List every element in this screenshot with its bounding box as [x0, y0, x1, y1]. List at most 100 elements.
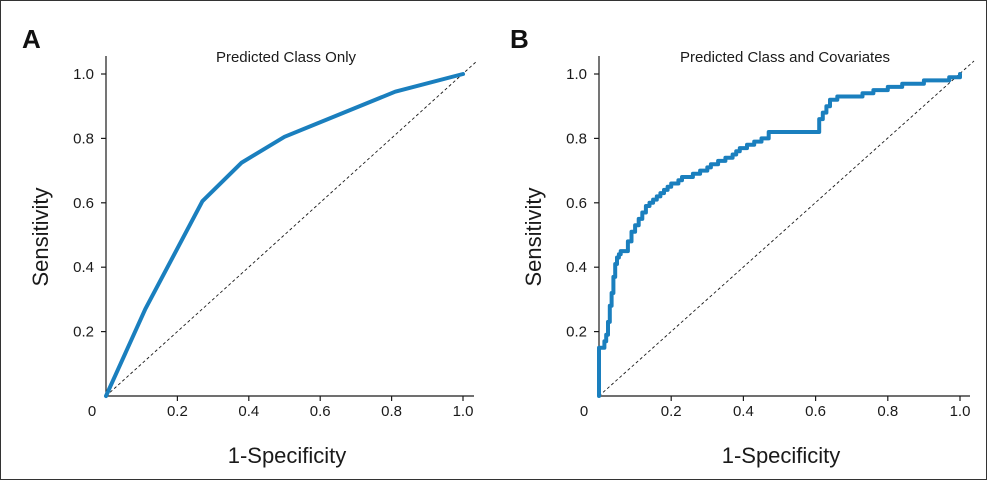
panel-a-reference-diagonal — [105, 60, 478, 397]
panel-b-roc-point-0 — [598, 395, 600, 397]
panel-b-roc-point-8 — [614, 263, 616, 265]
panel-a-roc-point-3 — [240, 161, 242, 163]
panel-a-y-tick-label-1: 0.4 — [73, 259, 94, 276]
panel-b-roc-point-31 — [706, 166, 708, 168]
panel-a-origin-label: 0 — [88, 403, 96, 420]
panel-b-x-tick-label-3: 0.8 — [877, 403, 898, 420]
panel-b-roc-point-12 — [623, 250, 625, 252]
panel-a-roc-point-5 — [394, 91, 396, 93]
panel-b-roc-point-48 — [847, 95, 849, 97]
panel-b-roc-point-42 — [814, 131, 816, 133]
panel-b-y-tick-label-0: 0.2 — [566, 324, 587, 341]
panel-b-roc-point-21 — [656, 195, 658, 197]
panel-a: A Predicted Class Only Sensitivity 1-Spe… — [22, 24, 478, 468]
panel-b-roc-point-26 — [674, 182, 676, 184]
panel-b-roc-point-18 — [645, 205, 647, 207]
panel-b-origin-label: 0 — [580, 403, 588, 420]
panel-b-roc-point-32 — [710, 163, 712, 165]
panel-b-roc-point-9 — [616, 256, 618, 258]
panel-b-roc-point-45 — [825, 105, 827, 107]
panel-a-roc-point-2 — [201, 200, 203, 202]
panel-a-letter: A — [22, 24, 41, 54]
panel-b-title: Predicted Class and Covariates — [680, 49, 890, 66]
panel-a-roc-point-0 — [105, 395, 107, 397]
panel-b-roc-point-14 — [630, 231, 632, 233]
panel-b-roc-point-5 — [609, 305, 611, 307]
panel-a-x-axis-label: 1-Specificity — [228, 443, 347, 468]
panel-b-roc-point-47 — [836, 95, 838, 97]
panel-a-y-tick-label-2: 0.6 — [73, 195, 94, 212]
panel-b-roc-point-50 — [872, 89, 874, 91]
panel-b-y-axis-label: Sensitivity — [521, 187, 546, 286]
panel-a-roc-point-6 — [462, 73, 464, 75]
panel-b-roc-point-1 — [598, 347, 600, 349]
panel-b-x-tick-label-2: 0.6 — [805, 403, 826, 420]
panel-b-letter: B — [510, 24, 529, 54]
panel-b-roc-point-38 — [746, 144, 748, 146]
panel-b-roc-point-49 — [861, 92, 863, 94]
panel-b-roc-point-11 — [619, 250, 621, 252]
panel-a-y-tick-label-3: 0.8 — [73, 130, 94, 147]
panel-b-roc-point-7 — [612, 276, 614, 278]
panel-b-roc-point-55 — [937, 79, 939, 81]
panel-b-roc-point-3 — [605, 334, 607, 336]
panel-b-y-tick-label-2: 0.6 — [566, 195, 587, 212]
panel-b-roc-point-19 — [648, 202, 650, 204]
panel-a-roc-point-4 — [283, 136, 285, 138]
panel-a-x-tick-label-1: 0.4 — [238, 403, 259, 420]
panel-b-roc-point-27 — [677, 179, 679, 181]
panel-b-roc-point-36 — [735, 150, 737, 152]
panel-b-roc-point-24 — [666, 186, 668, 188]
panel-b-roc-point-28 — [681, 176, 683, 178]
panel-a-x-tick-label-4: 1.0 — [453, 403, 474, 420]
panel-b-roc-point-2 — [603, 340, 605, 342]
panel-b-reference-diagonal — [598, 60, 975, 397]
panel-b-x-tick-label-4: 1.0 — [950, 403, 971, 420]
panel-b-roc-point-10 — [618, 253, 620, 255]
panel-b-roc-point-33 — [717, 160, 719, 162]
panel-b-y-tick-label-3: 0.8 — [566, 130, 587, 147]
panel-b-roc-point-43 — [818, 118, 820, 120]
panel-b-roc-point-56 — [948, 76, 950, 78]
panel-a-roc-curve — [104, 72, 465, 398]
panel-b-roc-point-39 — [753, 140, 755, 142]
panel-a-y-tick-label-0: 0.2 — [73, 324, 94, 341]
panel-a-x-tick-label-2: 0.6 — [310, 403, 331, 420]
panel-b-roc-point-6 — [610, 292, 612, 294]
panel-b-roc-point-57 — [959, 73, 961, 75]
panel-a-y-axis-label: Sensitivity — [28, 187, 53, 286]
panel-b: B Predicted Class and Covariates Sensiti… — [510, 24, 975, 468]
panel-a-roc-point-1 — [144, 308, 146, 310]
panel-b-roc-point-53 — [915, 82, 917, 84]
panel-b-roc-point-4 — [607, 321, 609, 323]
panel-b-y-tick-label-1: 0.4 — [566, 259, 587, 276]
panel-b-roc-point-40 — [760, 137, 762, 139]
panel-b-roc-point-52 — [901, 82, 903, 84]
panel-b-roc-point-16 — [638, 218, 640, 220]
panel-b-roc-point-29 — [692, 173, 694, 175]
panel-b-y-tick-label-4: 1.0 — [566, 66, 587, 83]
panel-b-roc-point-37 — [739, 147, 741, 149]
panel-b-roc-point-23 — [663, 189, 665, 191]
panel-b-x-axis-label: 1-Specificity — [722, 443, 841, 468]
panel-b-roc-point-44 — [822, 111, 824, 113]
panel-b-roc-point-41 — [767, 131, 769, 133]
panel-b-roc-point-17 — [641, 211, 643, 213]
panel-b-roc-point-46 — [829, 99, 831, 101]
panel-a-x-tick-label-0: 0.2 — [167, 403, 188, 420]
panel-b-roc-point-54 — [923, 79, 925, 81]
panel-b-roc-point-51 — [887, 86, 889, 88]
panel-b-roc-curve — [597, 72, 962, 398]
panel-b-roc-point-15 — [634, 224, 636, 226]
panel-a-y-tick-label-4: 1.0 — [73, 66, 94, 83]
panel-b-roc-point-34 — [724, 157, 726, 159]
panel-a-x-tick-label-3: 0.8 — [381, 403, 402, 420]
panel-b-roc-point-22 — [659, 192, 661, 194]
panel-b-roc-point-25 — [670, 182, 672, 184]
panel-b-roc-point-30 — [699, 169, 701, 171]
panel-b-x-tick-label-1: 0.4 — [733, 403, 754, 420]
panel-a-title: Predicted Class Only — [216, 49, 357, 66]
panel-b-roc-point-20 — [652, 198, 654, 200]
